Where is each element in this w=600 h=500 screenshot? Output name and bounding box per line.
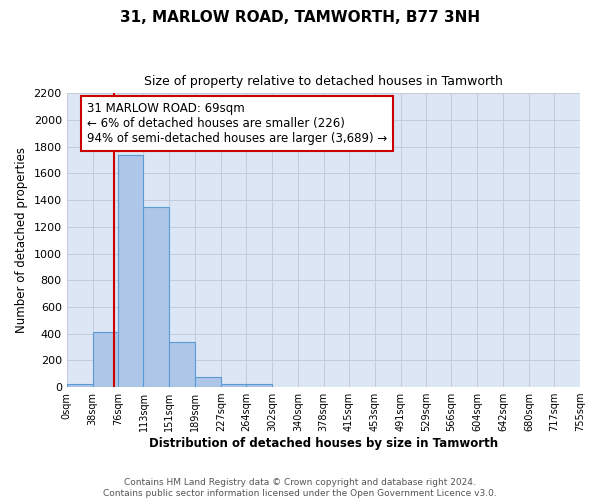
Bar	[92, 332, 118, 387]
Y-axis label: Number of detached properties: Number of detached properties	[15, 147, 28, 333]
Text: 31, MARLOW ROAD, TAMWORTH, B77 3NH: 31, MARLOW ROAD, TAMWORTH, B77 3NH	[120, 10, 480, 25]
Bar	[143, 207, 169, 387]
Bar	[221, 384, 246, 387]
Bar	[246, 384, 272, 387]
Bar	[195, 377, 221, 387]
Text: Contains HM Land Registry data © Crown copyright and database right 2024.
Contai: Contains HM Land Registry data © Crown c…	[103, 478, 497, 498]
X-axis label: Distribution of detached houses by size in Tamworth: Distribution of detached houses by size …	[149, 437, 498, 450]
Bar	[118, 155, 143, 387]
Title: Size of property relative to detached houses in Tamworth: Size of property relative to detached ho…	[144, 75, 503, 88]
Text: 31 MARLOW ROAD: 69sqm
← 6% of detached houses are smaller (226)
94% of semi-deta: 31 MARLOW ROAD: 69sqm ← 6% of detached h…	[87, 102, 388, 145]
Bar	[169, 342, 195, 387]
Bar	[67, 384, 92, 387]
